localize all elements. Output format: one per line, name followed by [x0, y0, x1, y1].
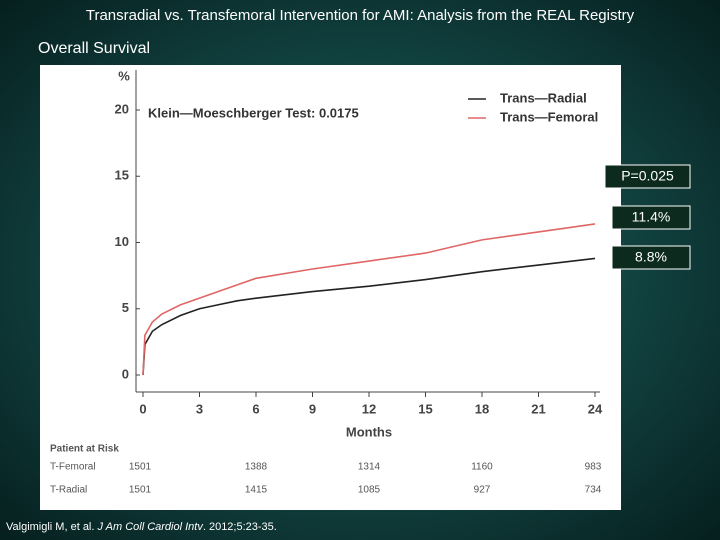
citation-part: Valgimigli M, et al. [6, 521, 98, 533]
test-label: Klein—Moeschberger Test: 0.0175 [148, 105, 359, 120]
annotation: P=0.025 [621, 168, 674, 184]
y-tick-label: 10 [115, 234, 129, 249]
x-tick-label: 24 [588, 401, 603, 416]
risk-count: 734 [585, 485, 602, 496]
citation-part: J Am Coll Cardiol Intv [97, 521, 205, 533]
x-tick-label: 15 [418, 401, 432, 416]
x-tick-label: 0 [139, 401, 146, 416]
annotation: 8.8% [635, 249, 667, 265]
x-tick-label: 3 [196, 401, 203, 416]
y-tick-label: 20 [115, 101, 129, 116]
y-tick-label: 15 [115, 168, 129, 183]
x-tick-label: 12 [362, 401, 376, 416]
risk-count: 927 [474, 485, 491, 496]
risk-count: 1501 [129, 485, 152, 496]
annotation: 11.4% [632, 209, 671, 225]
chart: % Months Klein—Moeschberger Test: 0.0175… [50, 68, 603, 495]
legend-label: Trans—Femoral [500, 109, 598, 124]
survival-curve [142, 223, 596, 376]
risk-count: 1415 [245, 485, 268, 496]
slide-title: Transradial vs. Transfemoral Interventio… [86, 7, 635, 24]
risk-row-label: T-Radial [50, 485, 87, 496]
citation-part: . 2012;5:23-35. [203, 521, 277, 533]
risk-row-label: T-Femoral [50, 462, 96, 473]
annotation-box [604, 164, 691, 189]
risk-count: 983 [585, 462, 602, 473]
x-tick-label: 21 [531, 401, 545, 416]
risk-count: 1160 [471, 462, 493, 473]
x-tick-label: 18 [475, 401, 489, 416]
x-tick-label: 6 [252, 401, 259, 416]
slide-subtitle: Overall Survival [38, 40, 150, 57]
x-tick-label: 9 [309, 401, 316, 416]
annotation-box [611, 205, 691, 230]
risk-count: 1388 [245, 462, 268, 473]
citation: Valgimigli M, et al. J Am Coll Cardiol I… [6, 521, 277, 533]
risk-count: 1501 [129, 462, 152, 473]
y-tick-label: 0 [122, 366, 129, 381]
risk-count: 1314 [358, 462, 381, 473]
y-axis-label: % [118, 68, 130, 83]
x-axis-label: Months [346, 424, 392, 439]
y-tick-label: 5 [122, 300, 129, 315]
risk-count: 1085 [358, 485, 381, 496]
survival-curve [142, 257, 596, 376]
chart-panel [40, 65, 621, 510]
legend-label: Trans—Radial [500, 90, 587, 105]
annotation-box [611, 245, 691, 270]
risk-table-title: Patient at Risk [50, 444, 119, 455]
